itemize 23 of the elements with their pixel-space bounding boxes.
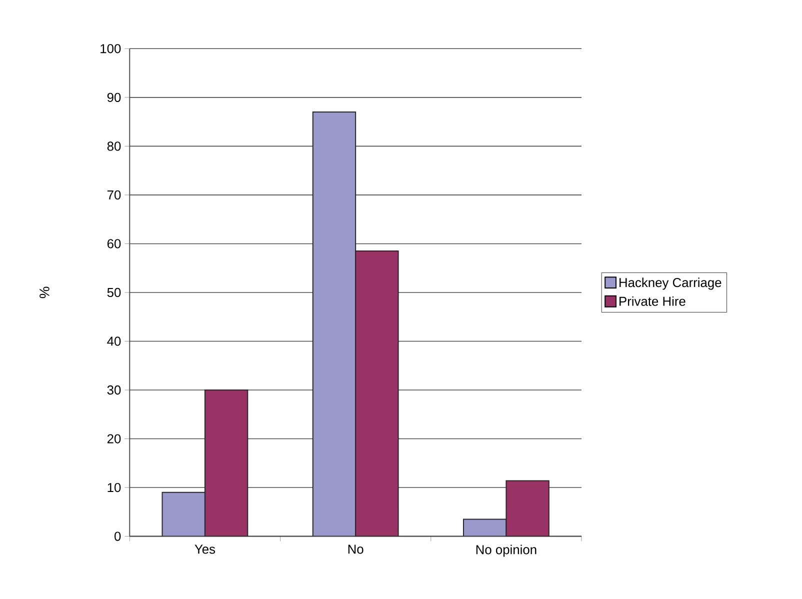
y-tick-label: 20: [107, 434, 121, 444]
bar: [506, 480, 550, 536]
y-tick-label: 40: [107, 336, 121, 346]
y-tick-label: 50: [107, 288, 121, 298]
bar: [162, 492, 206, 536]
y-tick-label: 30: [107, 385, 121, 395]
legend-label: Private Hire: [620, 296, 686, 306]
y-tick-label: 0: [114, 532, 121, 541]
bar: [204, 390, 248, 536]
y-tick-label: 60: [107, 239, 121, 248]
y-tick-label: 80: [107, 142, 121, 151]
x-tick-label: No: [348, 544, 364, 554]
y-tick-label: 100: [100, 44, 121, 54]
y-tick-label: 90: [107, 92, 121, 102]
x-tick-label: Yes: [194, 544, 216, 554]
x-tick-label: No opinion: [476, 544, 536, 557]
y-axis-title: %: [40, 286, 50, 298]
y-tick-label: 10: [108, 483, 121, 492]
bar: [463, 518, 507, 536]
bar: [355, 250, 399, 536]
y-tick-label: 70: [107, 190, 121, 200]
bar: [312, 112, 356, 536]
legend-label: Hackney Carriage: [620, 278, 722, 290]
